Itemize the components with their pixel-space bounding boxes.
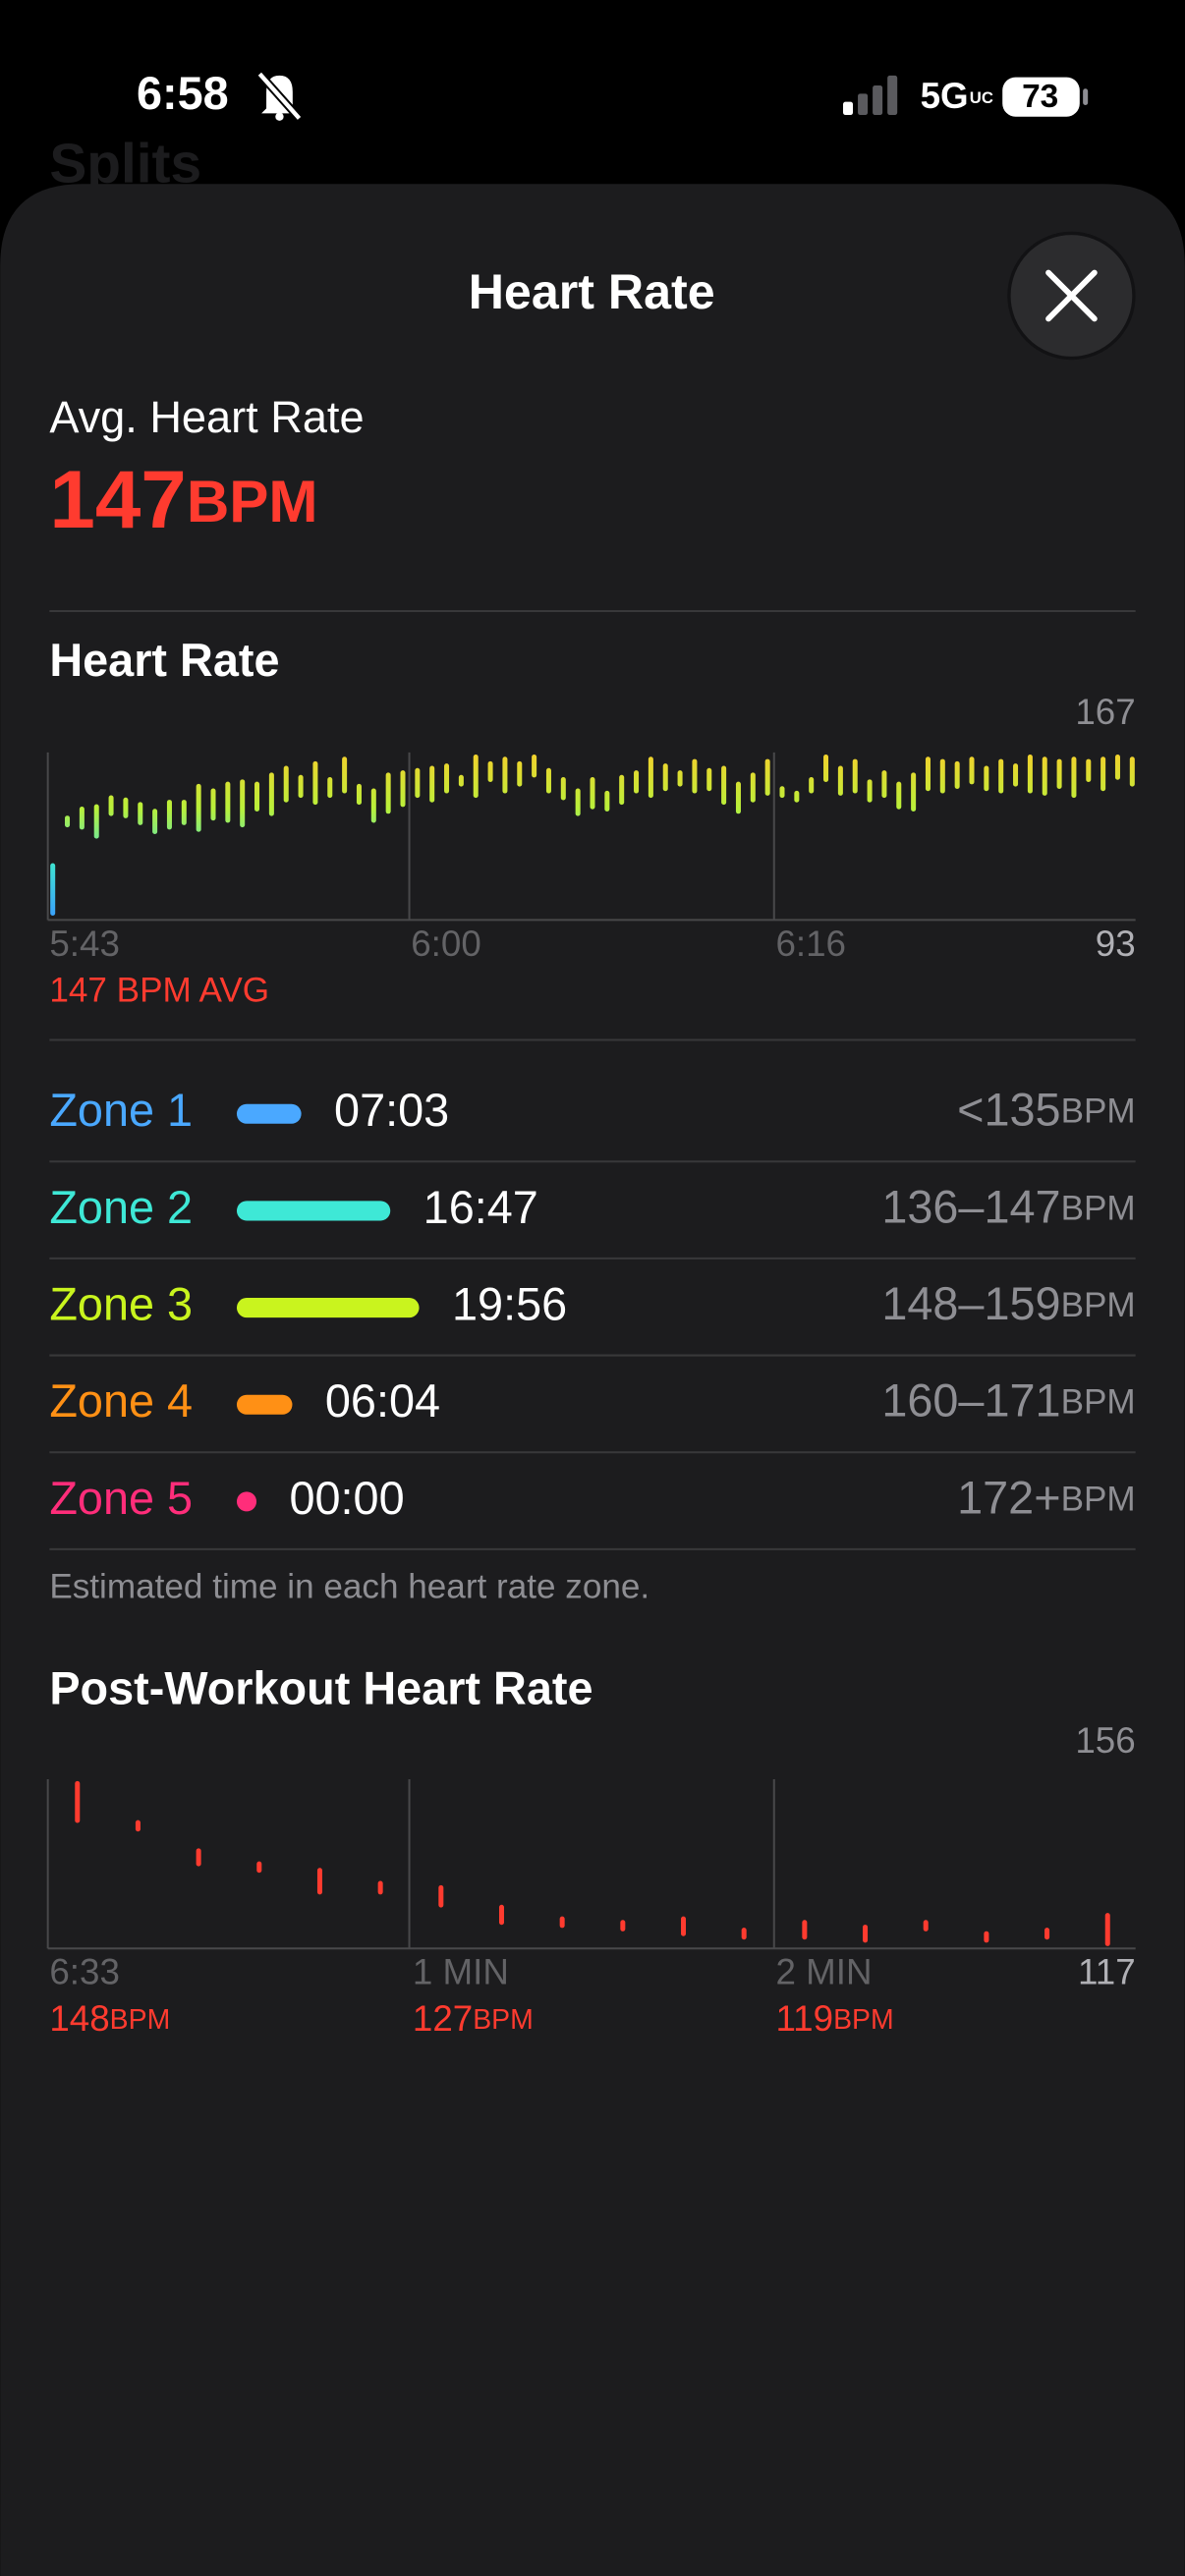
- sheet: [0, 184, 1185, 2576]
- post-y-max: 156: [1075, 1720, 1135, 1761]
- post-bars: [75, 1780, 1110, 1946]
- network-sub-label: UC: [970, 88, 993, 107]
- zone-range: 160–171BPM: [881, 1375, 1135, 1427]
- zone-time: 06:04: [325, 1375, 440, 1427]
- zone-range: 172+BPM: [957, 1473, 1136, 1524]
- zone-range-value: <135: [957, 1085, 1060, 1136]
- reading-time: 1 MIN: [413, 1952, 509, 1992]
- reading-time: 6:33: [49, 1952, 120, 1992]
- zone-name: Zone 1: [49, 1085, 193, 1136]
- zone-name: Zone 2: [49, 1182, 193, 1233]
- post-y-min: 117: [1078, 1952, 1136, 1992]
- avg-unit: BPM: [187, 469, 318, 534]
- reading-value: 148BPM: [49, 1998, 170, 2039]
- x-label: 6:00: [411, 924, 481, 964]
- zone-range-unit: BPM: [1061, 1481, 1136, 1519]
- sheet-title: Heart Rate: [469, 264, 715, 319]
- zone-range-unit: BPM: [1061, 1383, 1136, 1422]
- zone-time: 19:56: [452, 1278, 567, 1329]
- chart-title: Heart Rate: [49, 635, 279, 686]
- avg-number: 147: [49, 453, 186, 545]
- zone-bar: [236, 1103, 302, 1124]
- y-min-label: 93: [1096, 924, 1136, 964]
- zone-range-value: 148–159: [881, 1278, 1060, 1329]
- post-grid: [46, 1778, 1136, 1950]
- zone-bar: [236, 1394, 293, 1415]
- reading-value: 119BPM: [775, 1998, 893, 2039]
- chart-grid: [46, 752, 1136, 922]
- zone-bar: [236, 1298, 420, 1318]
- zone-name: Zone 3: [49, 1278, 193, 1329]
- zone-range-value: 136–147: [881, 1182, 1060, 1233]
- avg-label: Avg. Heart Rate: [49, 392, 364, 442]
- y-max-label: 167: [1075, 692, 1135, 732]
- avg-value: 147BPM: [49, 453, 317, 545]
- reading-value: 127BPM: [413, 1998, 534, 2039]
- zone-note: Estimated time in each heart rate zone.: [49, 1567, 649, 1605]
- zone-time: 07:03: [334, 1085, 449, 1136]
- status-time: 6:58: [137, 68, 229, 119]
- reading-unit: BPM: [473, 2003, 534, 2035]
- battery-cap: [1083, 88, 1089, 106]
- zone-bar: [236, 1201, 391, 1221]
- silent-icon: [256, 71, 303, 122]
- zone-range-unit: BPM: [1061, 1190, 1136, 1228]
- zone-bar: [236, 1491, 257, 1512]
- reading-number: 148: [49, 1998, 109, 2039]
- zone-time: 16:47: [423, 1182, 538, 1233]
- heart-rate-bars: [50, 754, 1135, 917]
- zone-range-unit: BPM: [1061, 1286, 1136, 1324]
- battery-level: 73: [1022, 79, 1058, 115]
- battery-body: [1002, 77, 1080, 117]
- zone-range-value: 172+: [957, 1473, 1060, 1524]
- network-label: 5G: [921, 76, 969, 116]
- avg-line-label: 147 BPM AVG: [49, 971, 269, 1009]
- signal-icon: [843, 75, 898, 116]
- zone-range: <135BPM: [957, 1085, 1136, 1136]
- x-label: 6:16: [775, 924, 846, 964]
- zone-range-value: 160–171: [881, 1375, 1060, 1427]
- x-label: 5:43: [49, 924, 120, 964]
- zone-range-unit: BPM: [1061, 1092, 1136, 1131]
- zone-time: 00:00: [289, 1473, 404, 1524]
- post-title: Post-Workout Heart Rate: [49, 1663, 592, 1714]
- zone-name: Zone 4: [49, 1375, 193, 1427]
- reading-unit: BPM: [110, 2003, 171, 2035]
- zone-range: 136–147BPM: [881, 1182, 1135, 1233]
- zone-range: 148–159BPM: [881, 1278, 1135, 1329]
- reading-unit: BPM: [833, 2003, 894, 2035]
- close-button[interactable]: [1007, 231, 1136, 361]
- reading-number: 127: [413, 1998, 473, 2039]
- reading-time: 2 MIN: [775, 1952, 872, 1992]
- reading-number: 119: [775, 1998, 833, 2039]
- zone-name: Zone 5: [49, 1473, 193, 1524]
